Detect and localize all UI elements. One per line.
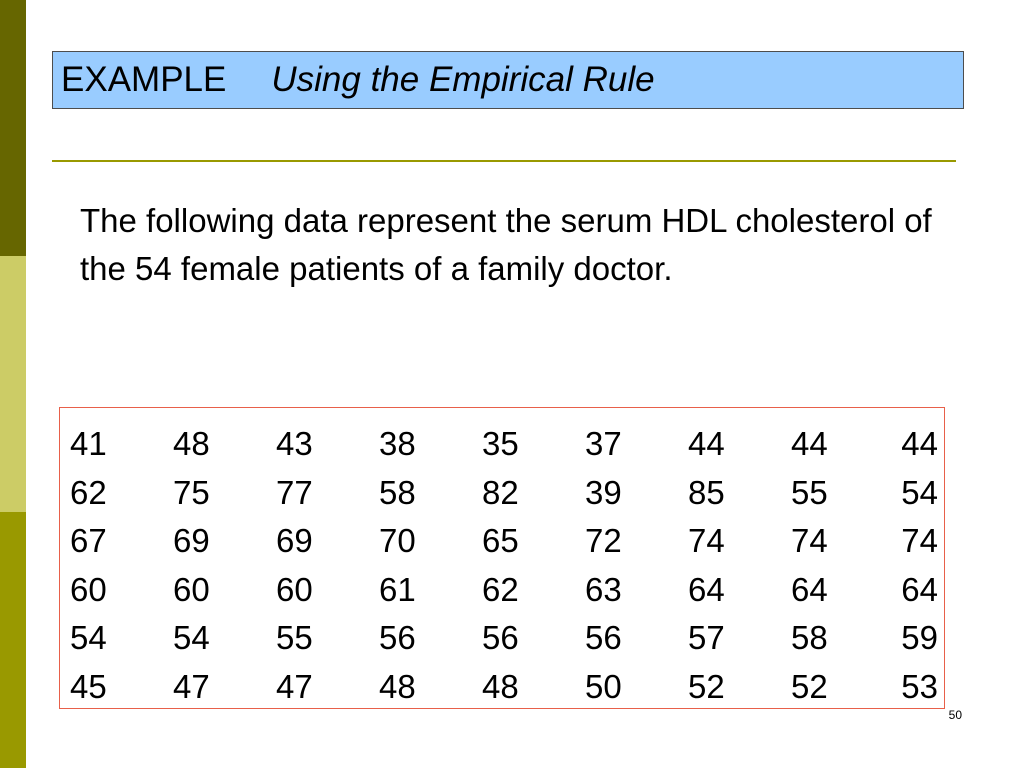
table-cell: 54 <box>901 473 938 511</box>
table-row: 60 60 60 61 62 63 64 64 64 <box>70 566 938 615</box>
table-cell: 72 <box>585 522 622 560</box>
table-cell: 39 <box>585 473 622 511</box>
table-cell: 61 <box>379 570 416 608</box>
table-cell: 62 <box>70 473 107 511</box>
table-cell: 48 <box>482 667 519 705</box>
table-row: 45 47 47 48 48 50 52 52 53 <box>70 663 938 712</box>
table-cell: 47 <box>173 667 210 705</box>
table-cell: 58 <box>379 473 416 511</box>
table-cell: 64 <box>901 570 938 608</box>
accent-segment-bottom <box>0 512 26 768</box>
table-cell: 53 <box>901 667 938 705</box>
table-cell: 60 <box>276 570 313 608</box>
body-paragraph: The following data represent the serum H… <box>80 202 932 287</box>
table-cell: 41 <box>70 425 107 463</box>
table-cell: 63 <box>585 570 622 608</box>
data-table-box: 41 48 43 38 35 37 44 44 44 62 75 77 58 82 39 85 55 54 67 69… <box>59 407 945 709</box>
table-cell: 54 <box>173 619 210 657</box>
table-row: 41 48 43 38 35 37 44 44 44 <box>70 420 938 469</box>
table-cell: 70 <box>379 522 416 560</box>
title-main: EXAMPLE <box>61 60 227 99</box>
table-cell: 65 <box>482 522 519 560</box>
left-accent-bar <box>0 0 26 768</box>
table-cell: 67 <box>70 522 107 560</box>
table-cell: 85 <box>688 473 725 511</box>
table-cell: 75 <box>173 473 210 511</box>
table-cell: 60 <box>173 570 210 608</box>
table-row: 62 75 77 58 82 39 85 55 54 <box>70 469 938 518</box>
table-cell: 52 <box>688 667 725 705</box>
table-cell: 74 <box>688 522 725 560</box>
table-cell: 60 <box>70 570 107 608</box>
table-cell: 48 <box>379 667 416 705</box>
data-table: 41 48 43 38 35 37 44 44 44 62 75 77 58 82 39 85 55 54 67 69… <box>70 420 938 711</box>
table-cell: 44 <box>791 425 828 463</box>
table-cell: 45 <box>70 667 107 705</box>
table-cell: 62 <box>482 570 519 608</box>
table-cell: 35 <box>482 425 519 463</box>
table-cell: 50 <box>585 667 622 705</box>
table-row: 67 69 69 70 65 72 74 74 74 <box>70 517 938 566</box>
table-cell: 56 <box>482 619 519 657</box>
table-cell: 44 <box>688 425 725 463</box>
table-cell: 59 <box>901 619 938 657</box>
table-cell: 47 <box>276 667 313 705</box>
title-subtitle: Using the Empirical Rule <box>271 60 655 99</box>
table-cell: 37 <box>585 425 622 463</box>
title-box: EXAMPLE Using the Empirical Rule <box>52 51 964 109</box>
data-table-body: 41 48 43 38 35 37 44 44 44 62 75 77 58 82 39 85 55 54 67 69… <box>70 420 938 711</box>
table-cell: 56 <box>585 619 622 657</box>
page-number: 50 <box>948 708 962 722</box>
table-cell: 52 <box>791 667 828 705</box>
table-cell: 54 <box>70 619 107 657</box>
table-cell: 58 <box>791 619 828 657</box>
title-divider <box>52 160 956 162</box>
table-cell: 74 <box>791 522 828 560</box>
table-cell: 64 <box>688 570 725 608</box>
table-cell: 43 <box>276 425 313 463</box>
table-row: 54 54 55 56 56 56 57 58 59 <box>70 614 938 663</box>
table-cell: 64 <box>791 570 828 608</box>
accent-segment-middle <box>0 256 26 512</box>
table-cell: 44 <box>901 425 938 463</box>
table-cell: 57 <box>688 619 725 657</box>
table-cell: 55 <box>276 619 313 657</box>
table-cell: 38 <box>379 425 416 463</box>
accent-segment-top <box>0 0 26 256</box>
table-cell: 82 <box>482 473 519 511</box>
table-cell: 56 <box>379 619 416 657</box>
table-cell: 55 <box>791 473 828 511</box>
table-cell: 74 <box>901 522 938 560</box>
table-cell: 69 <box>276 522 313 560</box>
table-cell: 77 <box>276 473 313 511</box>
table-cell: 69 <box>173 522 210 560</box>
table-cell: 48 <box>173 425 210 463</box>
